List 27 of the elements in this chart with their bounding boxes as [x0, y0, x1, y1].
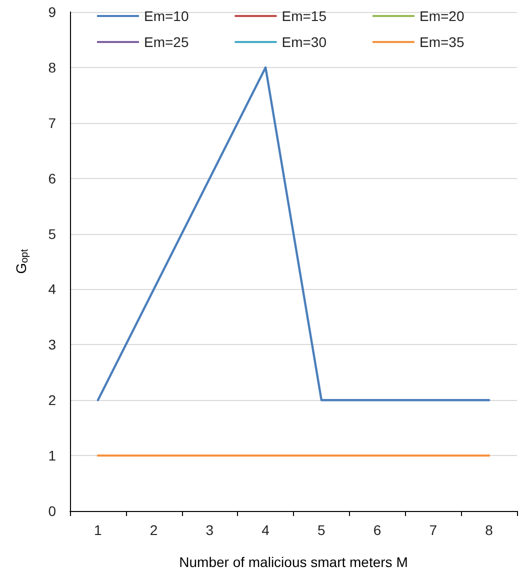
y-tick-label: 5: [48, 226, 56, 242]
legend-label: Em=35: [419, 34, 464, 50]
y-tick-label: 0: [48, 503, 56, 519]
y-tick-label: 4: [48, 281, 56, 298]
legend-label: Em=10: [144, 8, 189, 24]
x-tick-label: 7: [429, 522, 438, 538]
x-tick-label: 6: [373, 522, 382, 538]
legend-label: Em=15: [282, 8, 327, 24]
y-tick-label: 2: [48, 392, 56, 408]
y-tick-label: 6: [48, 170, 56, 186]
legend-label: Em=25: [144, 34, 189, 50]
y-tick-label: 9: [48, 4, 56, 20]
y-tick-label: 8: [48, 59, 56, 76]
line-series: [96, 66, 490, 402]
x-tick-label: 2: [150, 522, 158, 538]
legend-label: Em=30: [282, 34, 327, 50]
y-axis-title: Gopt: [13, 248, 30, 274]
y-tick-label: 1: [48, 448, 56, 464]
x-tick-label: 3: [206, 522, 214, 538]
y-tick-label: 7: [48, 114, 56, 131]
x-tick-label: 5: [318, 522, 326, 538]
x-tick-label: 1: [94, 522, 102, 538]
y-tick-label: 3: [48, 336, 56, 353]
legend-label: Em=20: [419, 8, 464, 24]
x-axis-title: Number of malicious smart meters M: [179, 554, 408, 570]
x-tick-label: 8: [485, 522, 494, 538]
x-tick-label: 4: [262, 522, 270, 538]
